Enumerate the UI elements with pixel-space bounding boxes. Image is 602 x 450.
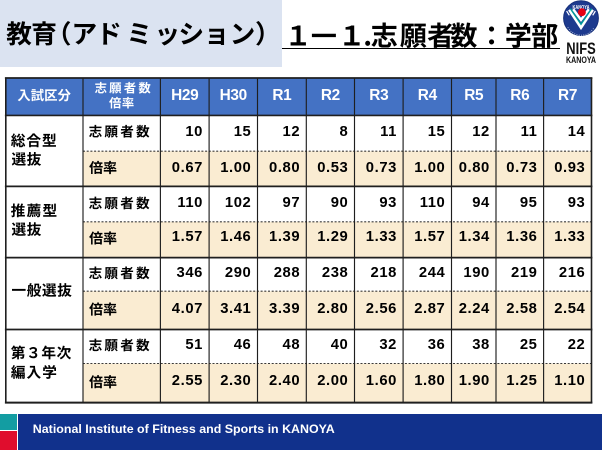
svg-text:KANOYA: KANOYA: [573, 5, 590, 11]
svg-text:KANOYA: KANOYA: [566, 55, 597, 65]
svg-text:National Institute of Fitness: National Institute of Fitness and Sports…: [33, 423, 336, 436]
svg-text:NIFS: NIFS: [566, 40, 596, 58]
